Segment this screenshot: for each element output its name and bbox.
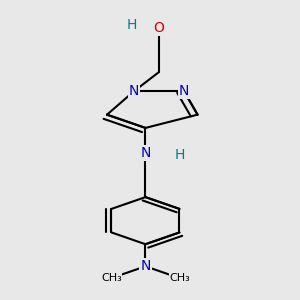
Text: N: N <box>140 146 151 160</box>
Text: H: H <box>174 148 184 162</box>
Text: CH₃: CH₃ <box>101 273 122 283</box>
Text: O: O <box>154 21 164 35</box>
Text: N: N <box>129 84 139 98</box>
Text: N: N <box>140 259 151 273</box>
Text: N: N <box>179 84 189 98</box>
Text: H: H <box>127 18 137 32</box>
Text: CH₃: CH₃ <box>169 273 190 283</box>
